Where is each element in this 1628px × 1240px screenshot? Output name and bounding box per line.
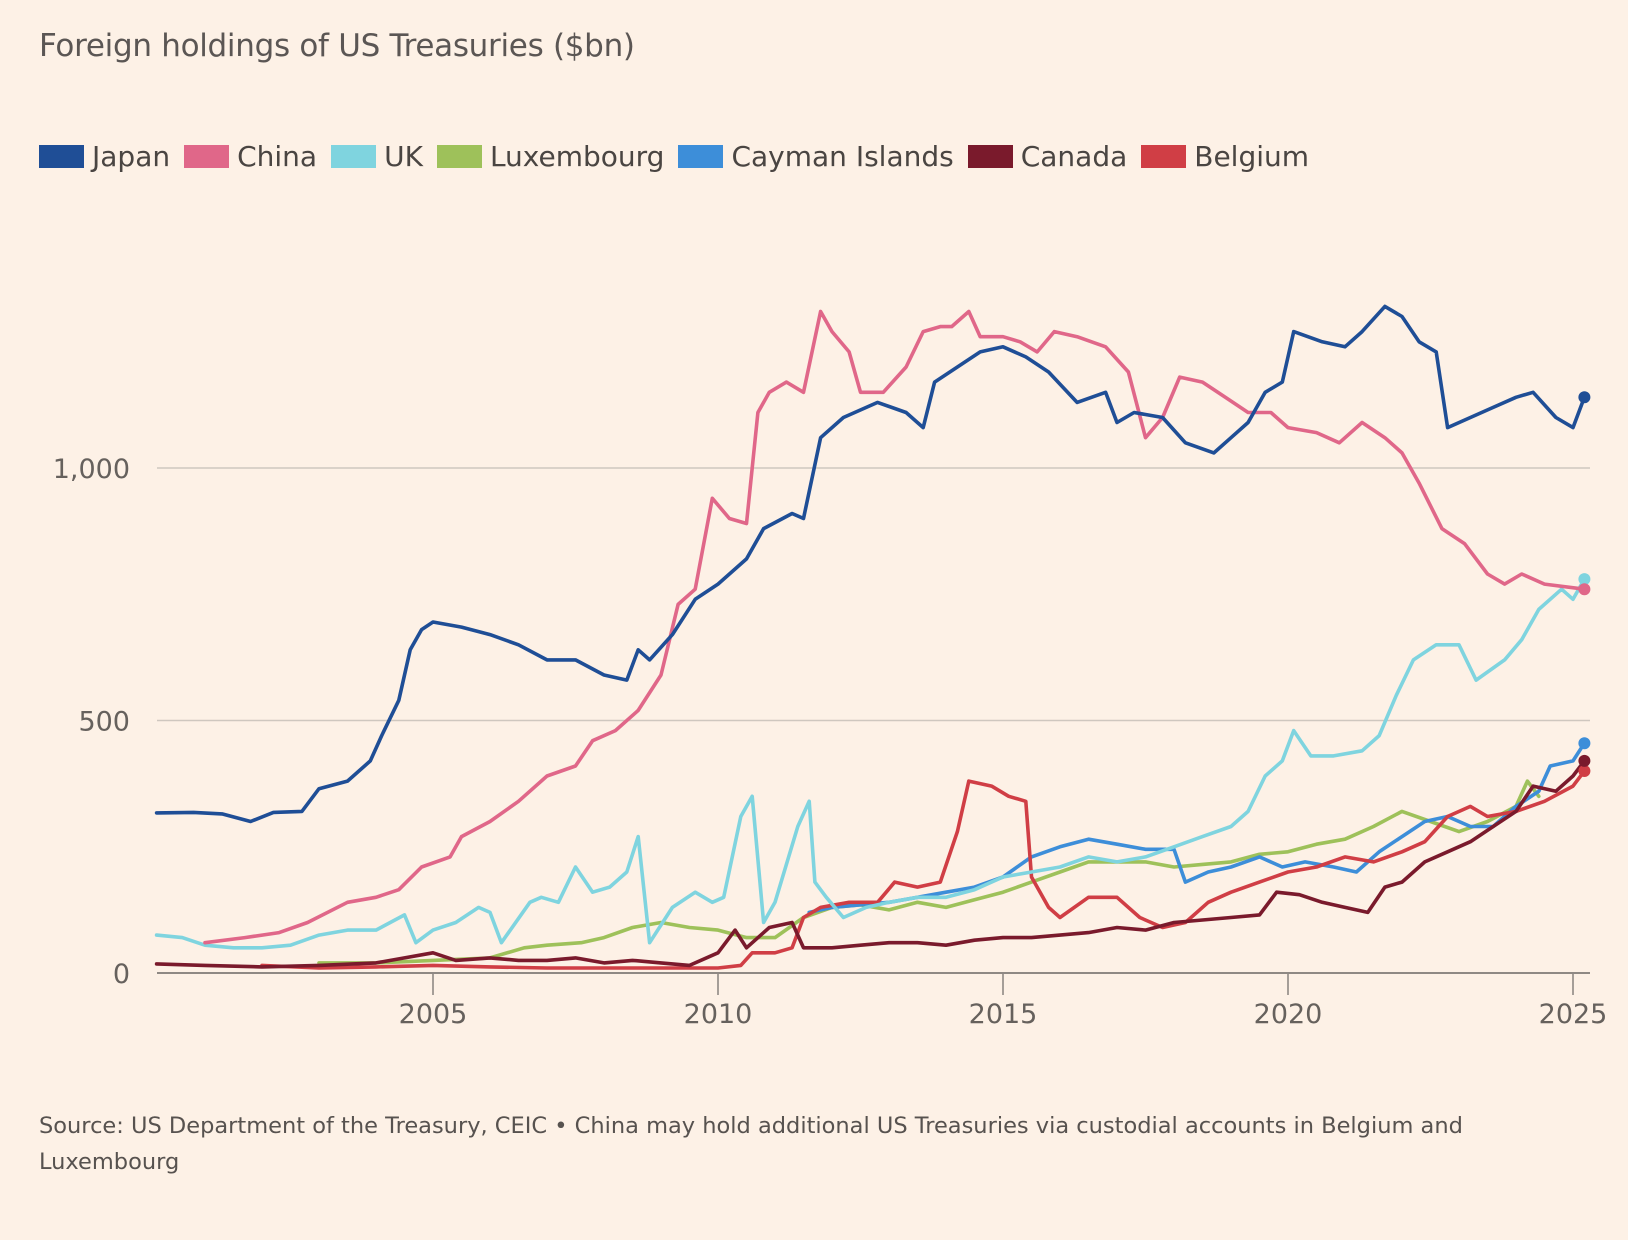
legend-swatch [331, 145, 377, 168]
x-tick-label: 2025 [1539, 999, 1608, 1030]
end-marker-japan [1578, 391, 1591, 404]
x-tick-label: 2020 [1254, 999, 1323, 1030]
legend-label: China [237, 140, 318, 173]
series-line-canada [154, 759, 1587, 969]
end-marker-canada [1578, 754, 1591, 767]
end-marker-uk [1578, 573, 1591, 586]
series-line-belgium [260, 769, 1587, 970]
legend-item-cayman-islands: Cayman Islands [678, 140, 954, 173]
end-marker-china [1578, 583, 1591, 596]
legend-item-japan: Japan [39, 140, 170, 173]
series-line-china [203, 309, 1587, 945]
end-marker-belgium [1578, 765, 1591, 777]
legend-swatch [678, 145, 724, 168]
legend-label: Belgium [1194, 140, 1310, 173]
series-line-japan [154, 304, 1587, 824]
legend: Japan China UK Luxembourg Cayman Islands Cana… [39, 140, 1323, 173]
legend-item-belgium: Belgium [1141, 140, 1309, 173]
legend-label: Cayman Islands [731, 140, 954, 173]
legend-label: Japan [92, 140, 171, 173]
legend-swatch [436, 145, 482, 168]
legend-item-uk: UK [331, 140, 423, 173]
legend-item-china: China [184, 140, 317, 173]
legend-label: UK [384, 140, 423, 173]
series-line-luxembourg [317, 779, 1541, 965]
legend-swatch [184, 145, 230, 168]
chart-title: Foreign holdings of US Treasuries ($bn) [39, 28, 635, 64]
legend-label: Luxembourg [489, 140, 665, 173]
legend-swatch [967, 145, 1013, 168]
x-tick-label: 2010 [684, 999, 753, 1030]
source-note: Source: US Department of the Treasury, C… [39, 1113, 1463, 1175]
y-tick-label: 0 [113, 959, 130, 990]
legend-swatch [1141, 145, 1187, 168]
line-chart: 0 500 1,000 2005 2010 2015 2020 2025 [53, 304, 1608, 1030]
series-line-cayman-islands [807, 741, 1587, 915]
y-tick-label: 1,000 [53, 454, 130, 485]
x-tick-label: 2005 [399, 999, 468, 1030]
legend-label: Canada [1020, 140, 1128, 173]
end-marker-cayman-islands [1578, 737, 1591, 750]
x-tick-label: 2015 [969, 999, 1038, 1030]
legend-item-canada: Canada [967, 140, 1128, 173]
y-tick-label: 500 [78, 707, 130, 738]
legend-item-luxembourg: Luxembourg [436, 140, 665, 173]
legend-swatch [39, 145, 84, 168]
series-line-uk [154, 577, 1587, 950]
